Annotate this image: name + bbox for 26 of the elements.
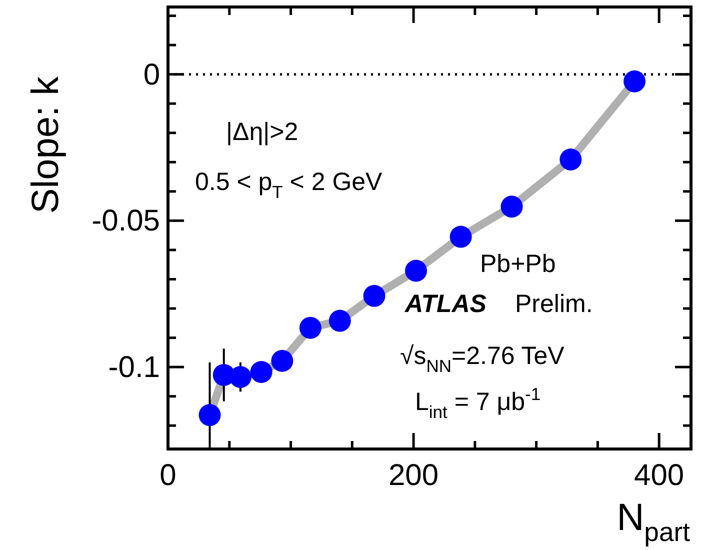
annotation: Prelim.	[515, 290, 593, 318]
point	[404, 260, 427, 282]
x-axis-title: N$_{part}$	[616, 497, 691, 548]
y-tick-label: -0.1	[108, 351, 160, 384]
point	[229, 366, 252, 388]
point	[250, 361, 272, 383]
x-tick-label: 400	[634, 459, 684, 492]
point	[198, 404, 221, 426]
x-tick-label: 200	[388, 459, 439, 492]
point	[624, 70, 646, 92]
point	[271, 350, 294, 372]
annotation: 0.5 < p$_{T}$ < 2 GeV	[195, 168, 383, 202]
point	[450, 226, 472, 248]
point	[560, 148, 582, 170]
annotation: L$_{int}$ = 7 μb$^{-1}$	[415, 384, 541, 422]
point	[363, 284, 386, 307]
point	[328, 310, 351, 332]
y-tick-label: 0	[143, 58, 160, 92]
point	[500, 196, 523, 218]
annotation: Pb+Pb	[480, 250, 556, 278]
annotation: √s$_{NN}$=2.76 TeV	[400, 342, 565, 376]
annotation: ATLAS	[404, 290, 487, 318]
annotation: |Δη|>2	[226, 118, 298, 146]
y-tick-label: -0.05	[92, 204, 160, 238]
point	[299, 316, 322, 339]
y-axis-title: Slope: k	[25, 75, 67, 214]
